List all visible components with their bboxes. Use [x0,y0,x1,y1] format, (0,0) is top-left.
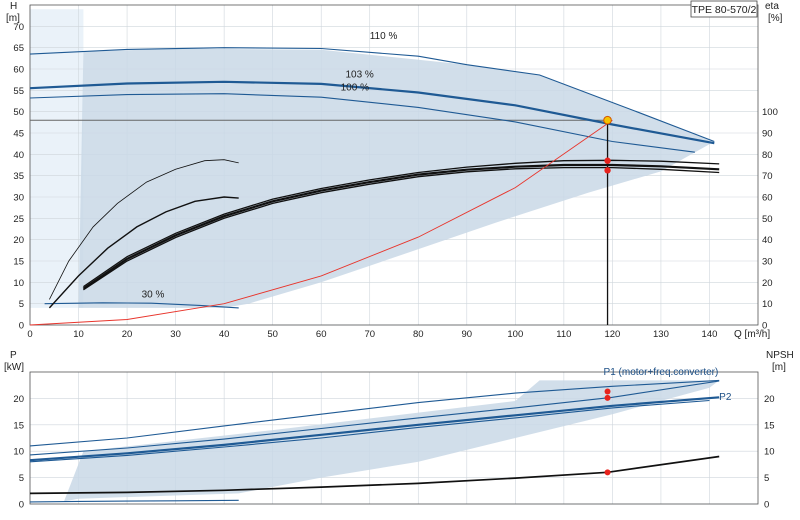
x-tick-label: 10 [73,329,84,340]
y-tick-right: 0 [762,321,767,332]
x-tick-label: 130 [653,329,669,340]
power-curve-0 [29,379,720,447]
eta-marker-0 [604,157,611,164]
y-tick-right: 10 [762,299,773,310]
x-tick-label: 40 [219,329,230,340]
y-tick-left: 45 [13,129,24,140]
y-tick-right: 30 [762,257,773,268]
power-series-name-3: P2 [719,392,732,403]
x-tick-label: 0 [27,329,32,340]
y-tick-right: 5 [764,473,769,484]
speed-curve-label-1: 103 % [345,70,373,81]
chart-title-box [690,0,758,18]
y-tick-left: 35 [13,171,24,182]
y-tick-left: 10 [13,447,24,458]
x-tick-label: 80 [413,329,424,340]
power-curve-3 [29,399,710,463]
x-axis-label: Q [m³/h] [734,329,770,340]
plot-frame [29,371,759,505]
speed-curve-label-0: 110 % [370,31,398,42]
y-tick-right: 20 [762,278,773,289]
y-tick-right: 0 [764,500,769,511]
efficiency-curve-2 [83,159,720,288]
x-tick-label: 70 [364,329,375,340]
y-tick-left: 70 [13,22,24,33]
x-tick-label: 90 [462,329,473,340]
efficiency-curve-3 [82,163,720,290]
speed-curve-1 [29,80,715,145]
y-tick-left: 15 [13,420,24,431]
y-axis-right-unit: [m] [772,362,786,373]
efficiency-curve-1 [48,196,239,309]
y-tick-left: 5 [19,473,24,484]
chart-title: TPE 80-570/2 [692,4,757,16]
y-tick-left: 20 [13,394,24,405]
efficiency-curve-0 [49,159,239,300]
x-tick-label: 30 [170,329,181,340]
y-axis-left-unit: [m] [6,13,20,24]
y-tick-left: 60 [13,65,24,76]
y-tick-left: 10 [13,278,24,289]
efficiency-curve-4 [83,166,720,291]
power-series-name-0: P1 (motor+freq.converter) [604,367,719,378]
y-tick-left: 55 [13,86,24,97]
x-tick-label: 20 [122,329,133,340]
y-tick-right: 20 [764,394,775,405]
plot-frame [29,4,759,326]
speed-curve-0 [29,47,715,143]
speed-curve-label-3: 30 % [142,289,165,300]
y-tick-right: 80 [762,150,773,161]
y-tick-left: 65 [13,43,24,54]
y-tick-left: 40 [13,150,24,161]
system-curve [29,119,613,326]
y-tick-left: 0 [19,321,24,332]
power-marker-0 [604,388,611,395]
y-axis-left-unit: [kW] [4,362,24,373]
y-tick-right: 15 [764,420,775,431]
eta-marker-1 [604,167,611,174]
y-axis-right-unit: [%] [768,13,783,24]
y-axis-left-label: P [10,350,17,361]
y-tick-right: 100 [762,107,778,118]
y-axis-left-label: H [10,1,17,12]
y-tick-right: 40 [762,235,773,246]
power-curve-2 [29,396,720,462]
y-tick-right: 70 [762,171,773,182]
power-marker-1 [604,394,611,401]
low-flow-region [30,9,84,308]
y-tick-right: 50 [762,214,773,225]
y-tick-left: 50 [13,107,24,118]
x-tick-label: 50 [267,329,278,340]
y-axis-right-label: eta [765,1,779,12]
y-tick-left: 15 [13,257,24,268]
speed-curve-2 [29,93,695,153]
y-tick-left: 0 [19,500,24,511]
speed-curve-label-2: 100 % [341,82,369,93]
y-tick-left: 5 [19,299,24,310]
x-tick-label: 110 [556,329,571,340]
head-plot: 110 %103 %100 %30 %0 10 20 30 40 50 60 70 80 90 10… [6,0,783,340]
y-tick-left: 20 [13,235,24,246]
y-axis-right-label: NPSH [766,350,794,361]
x-tick-label: 60 [316,329,327,340]
y-tick-left: 25 [13,214,24,225]
x-tick-label: 140 [702,329,718,340]
y-tick-right: 90 [762,129,773,140]
npsh-curve [29,455,720,495]
x-tick-label: 120 [604,329,620,340]
y-tick-right: 10 [764,447,775,458]
y-tick-left: 30 [13,193,24,204]
power-curve-4 [29,499,239,503]
power-plot: P1 (motor+freq.converter)P20510152005101… [4,350,794,511]
x-tick-label: 100 [507,329,523,340]
power-curve-1 [29,380,720,456]
speed-curve-3 [44,302,239,309]
y-tick-right: 60 [762,193,773,204]
duty-point-marker [603,115,612,125]
npsh-marker [604,469,611,476]
